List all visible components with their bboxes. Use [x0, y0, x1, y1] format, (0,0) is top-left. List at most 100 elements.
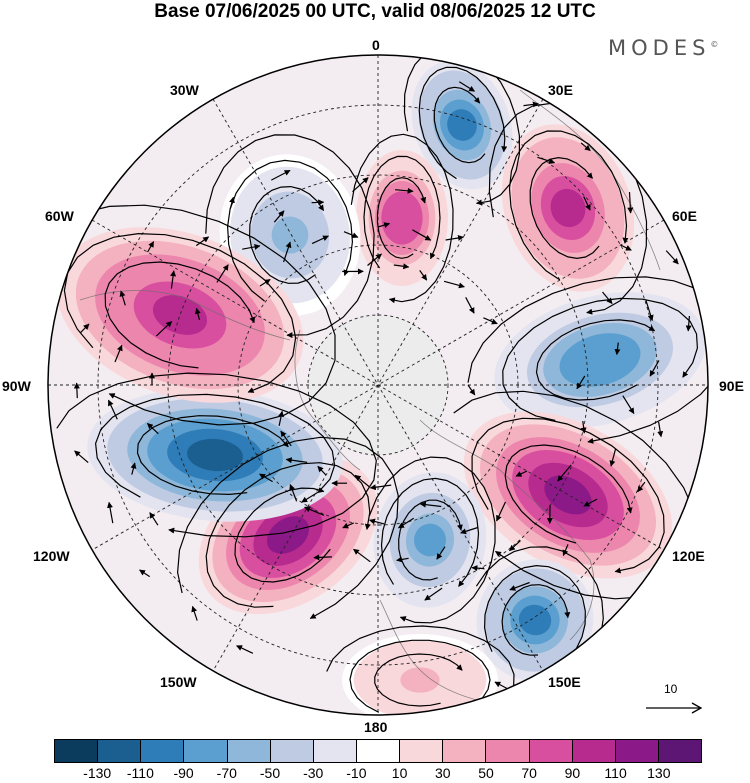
- anomaly-cell-canada-low: [87, 388, 343, 522]
- streamline: [398, 499, 463, 581]
- lon-label-150w: 150W: [160, 674, 197, 690]
- streamline: [367, 253, 382, 266]
- streamline: [433, 86, 486, 164]
- colorbar-box: [98, 740, 142, 762]
- lon-label-150e: 150E: [548, 674, 581, 690]
- streamline: [205, 134, 375, 339]
- streamline: [136, 415, 289, 496]
- streamline: [614, 342, 621, 356]
- streamline: [460, 526, 478, 535]
- streamline: [583, 498, 598, 507]
- streamline: [343, 231, 359, 239]
- anomaly-cell-kamchatka-high: [342, 634, 498, 715]
- anomaly-cell-okhotsk-low: [476, 559, 594, 681]
- streamline: [170, 270, 177, 289]
- streamline: [63, 232, 297, 393]
- streamline: [535, 319, 656, 401]
- colorbar-tick-label: -30: [303, 765, 324, 781]
- modes-logo: MODES©: [608, 36, 718, 60]
- copyright-mark: ©: [710, 40, 719, 49]
- streamline: [352, 177, 369, 193]
- streamline: [465, 297, 475, 314]
- streamline: [419, 270, 428, 281]
- colorbar-box: [141, 740, 185, 762]
- streamline: [557, 464, 572, 482]
- streamline: [529, 156, 600, 260]
- streamline: [458, 81, 476, 92]
- streamline: [368, 456, 496, 624]
- colorbar-tick-label: -70: [216, 765, 237, 781]
- brand-text: MODES: [608, 36, 711, 60]
- streamline: [311, 235, 329, 245]
- streamline: [445, 235, 464, 241]
- streamline: [289, 483, 298, 502]
- streamline: [483, 317, 498, 325]
- colorbar-box: [486, 740, 530, 762]
- streamline: [285, 457, 308, 464]
- anomaly-cell-atlantic-low: [411, 60, 513, 190]
- streamline: [191, 605, 198, 621]
- streamline: [412, 229, 432, 241]
- colorbar-box: [227, 740, 271, 762]
- streamline: [502, 297, 699, 422]
- streamline: [376, 177, 427, 259]
- streamline: [304, 506, 325, 516]
- streamline: [562, 544, 569, 557]
- streamline: [226, 159, 354, 302]
- colorbar-ticks: -130 -110 -90 -70 -50 -30 -10 10 30 50 70 90 110 130: [0, 765, 750, 783]
- streamline: [56, 372, 377, 538]
- colorbar-tick-label: -90: [173, 765, 194, 781]
- colorbar-tick-label: 90: [564, 765, 581, 781]
- streamline: [380, 477, 480, 587]
- map-title: Base 07/06/2025 00 UTC, valid 08/06/2025…: [154, 1, 596, 22]
- streamline: [349, 639, 491, 713]
- streamline: [443, 280, 465, 289]
- streamline: [73, 382, 80, 399]
- streamline: [508, 130, 629, 281]
- streamline: [94, 393, 336, 503]
- streamline: [576, 375, 586, 390]
- streamline: [342, 522, 354, 529]
- streamline: [273, 210, 285, 223]
- streamline: [326, 625, 515, 715]
- streamline: [259, 278, 271, 287]
- lon-label-30w: 30W: [170, 82, 199, 98]
- streamline: [627, 191, 634, 214]
- lon-label-60w: 60W: [45, 208, 74, 224]
- lon-label-120w: 120W: [33, 548, 70, 564]
- streamline: [649, 360, 660, 377]
- streamline: [509, 581, 530, 591]
- colorbar-tick-label: -110: [126, 765, 154, 781]
- streamline: [155, 321, 173, 337]
- streamline: [114, 344, 123, 363]
- streamline: [242, 243, 261, 250]
- streamline: [194, 307, 201, 321]
- streamline: [259, 473, 273, 483]
- lon-label-90w: 90W: [2, 378, 31, 394]
- colorbar: [54, 739, 702, 763]
- anomaly-cell-bering-low: [373, 472, 487, 608]
- anomaly-cell-east-siberia-high: [463, 411, 673, 579]
- streamline: [234, 487, 331, 583]
- streamline: [509, 540, 521, 552]
- streamline: [657, 421, 664, 438]
- reference-vector-label: 10: [664, 682, 678, 696]
- streamline: [130, 462, 137, 475]
- streamline: [504, 444, 633, 544]
- streamline: [236, 645, 254, 654]
- reference-vector-arrow-icon: [646, 702, 703, 714]
- colorbar-tick-label: 50: [478, 765, 494, 781]
- map-boundary: [47, 54, 709, 716]
- streamline: [467, 384, 476, 396]
- colorbar-box: [184, 740, 228, 762]
- streamline: [48, 204, 336, 426]
- streamline: [496, 501, 507, 522]
- anomaly-field: [56, 60, 706, 715]
- streamline: [139, 569, 151, 578]
- streamline: [609, 448, 617, 467]
- streamline: [374, 653, 463, 707]
- streamline: [353, 548, 371, 563]
- streamline: [471, 417, 665, 574]
- map-disc: [48, 55, 708, 715]
- streamline: [107, 501, 114, 524]
